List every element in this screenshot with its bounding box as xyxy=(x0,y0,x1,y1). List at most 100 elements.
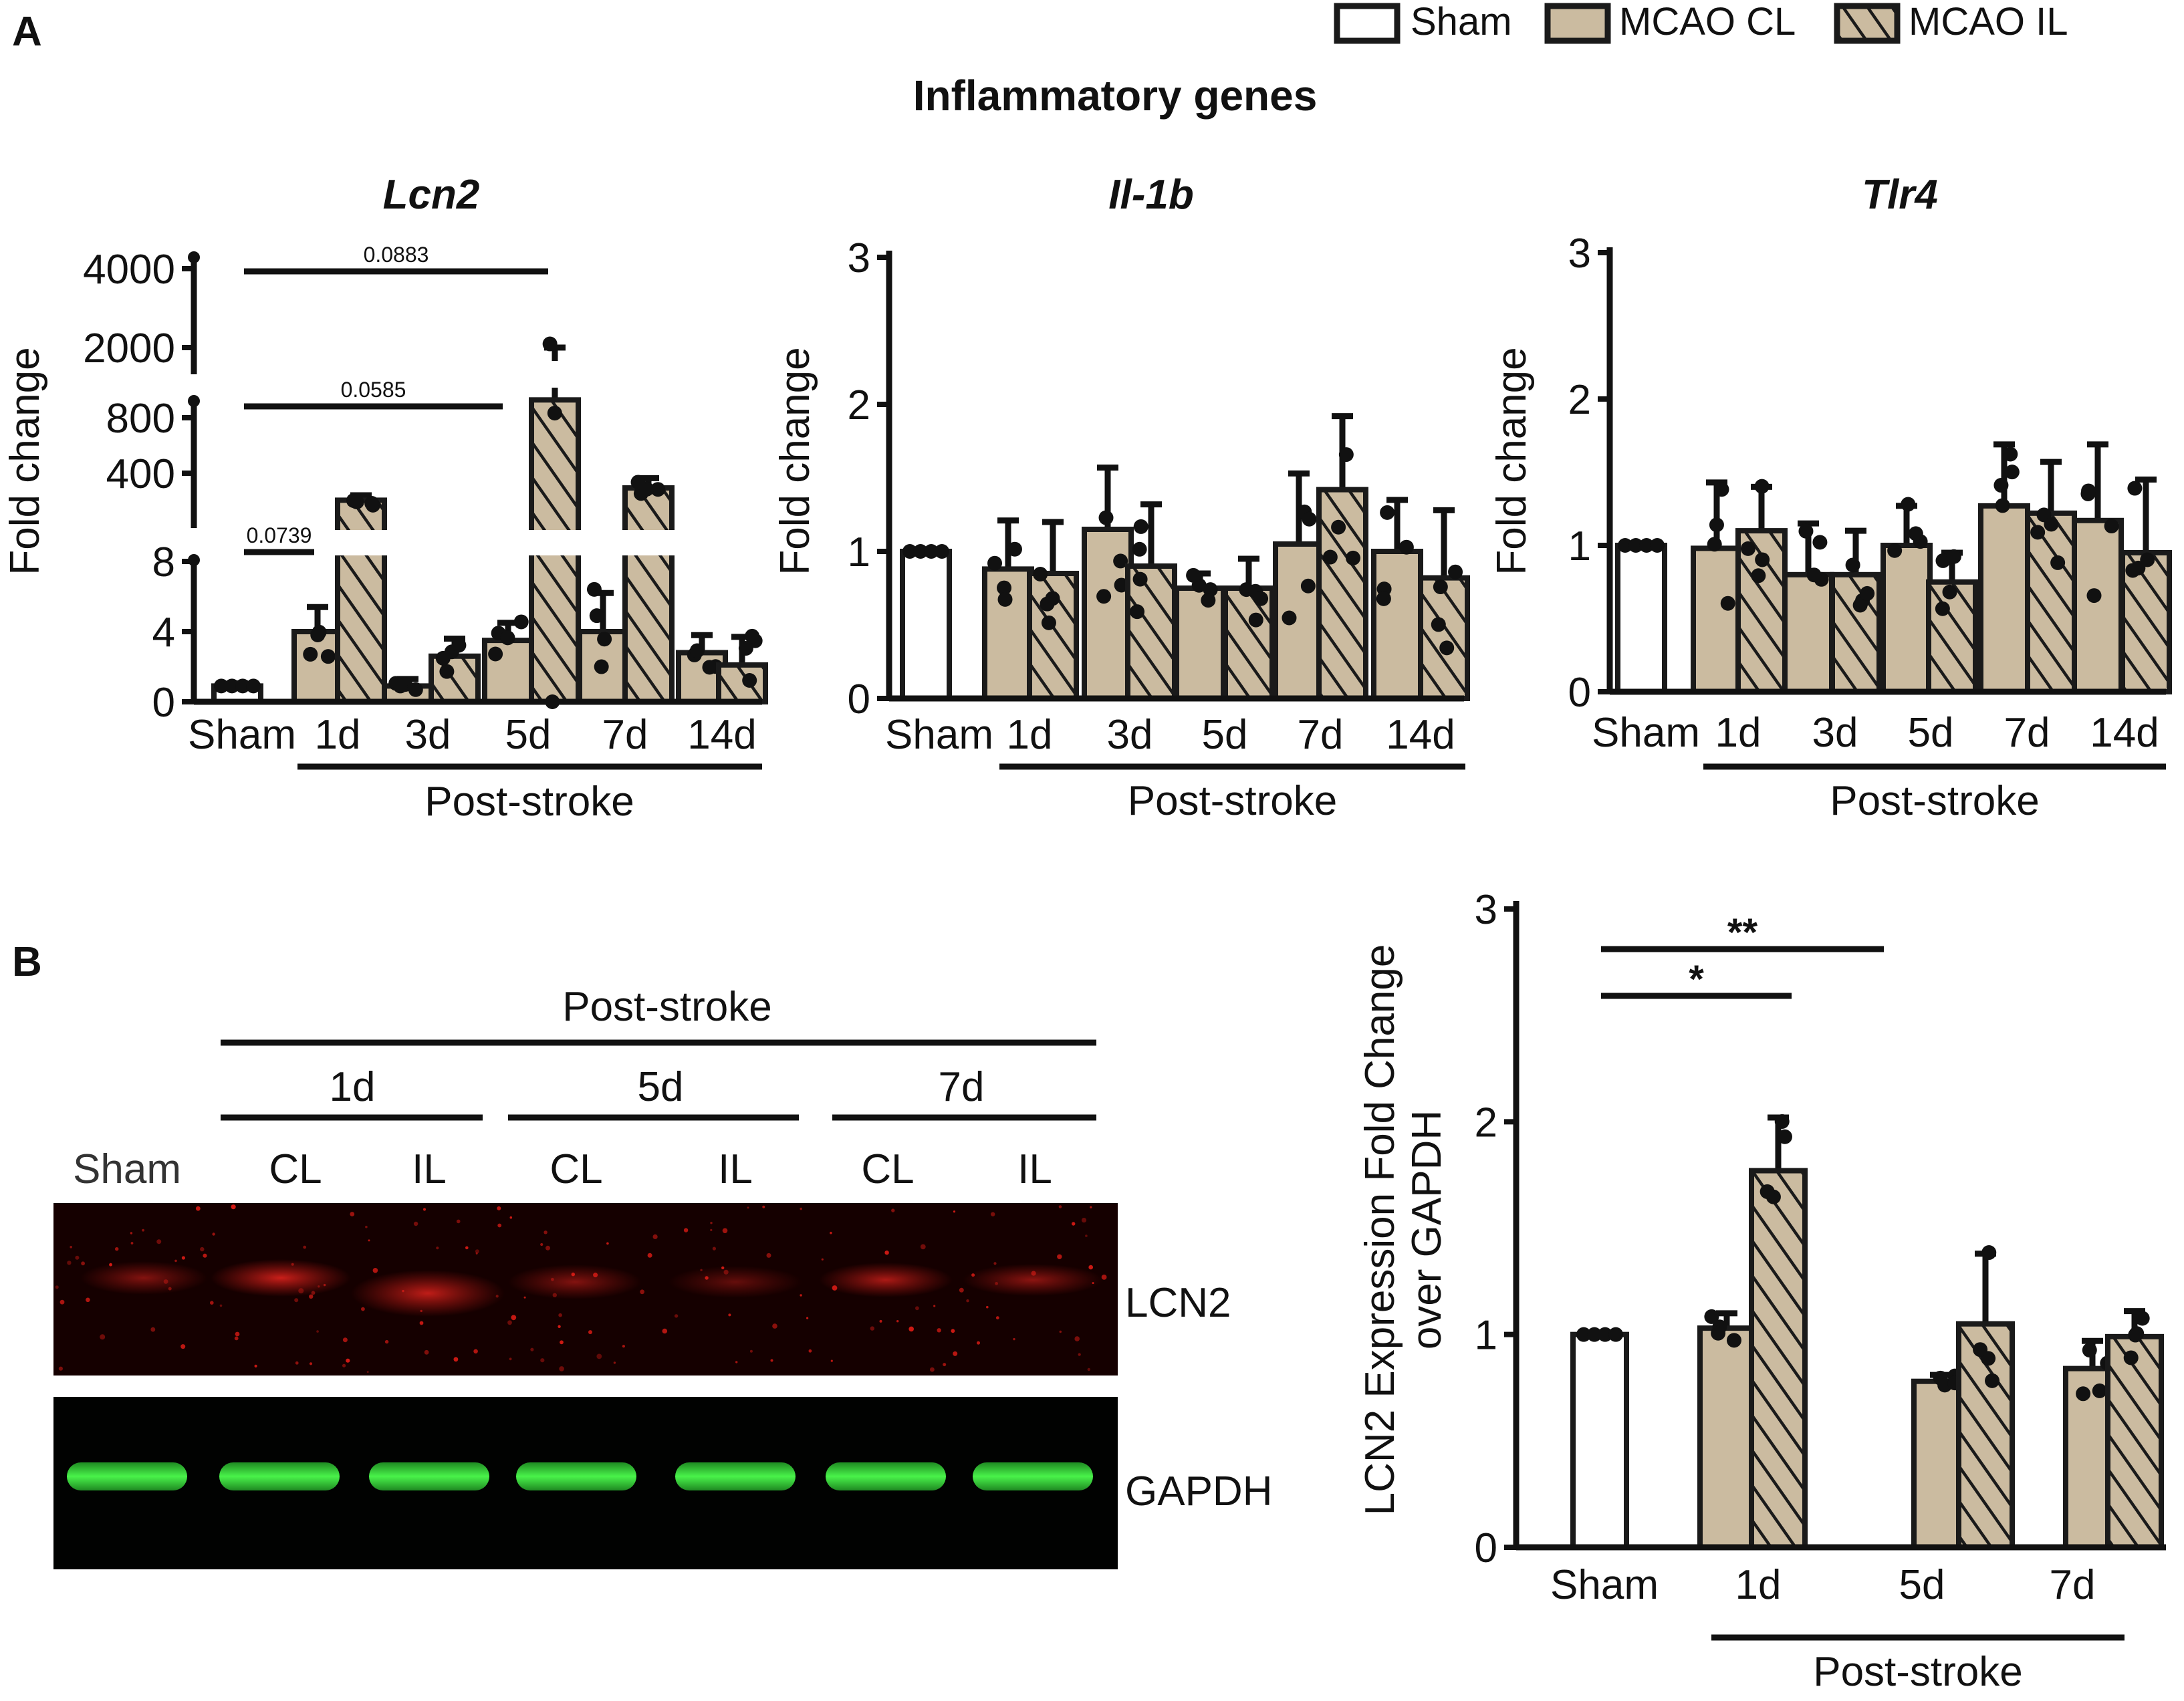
data-point xyxy=(1033,567,1048,582)
data-point xyxy=(1806,567,1822,583)
data-point xyxy=(2044,517,2059,532)
data-point xyxy=(392,678,408,694)
data-point xyxy=(1935,601,1950,616)
x-tick-label: Sham xyxy=(188,712,296,758)
blot-speckle xyxy=(70,1246,72,1249)
data-point xyxy=(742,673,757,688)
x-tick-label: 7d xyxy=(1298,712,1344,758)
data-point xyxy=(924,544,939,559)
data-point xyxy=(214,678,229,694)
blot-speckle xyxy=(747,1206,749,1209)
x-tick-label: 14d xyxy=(687,712,756,758)
data-point xyxy=(702,660,717,675)
blot-speckle xyxy=(303,1245,307,1249)
data-point xyxy=(1755,552,1770,567)
data-point xyxy=(1302,511,1317,527)
blot-speckle xyxy=(884,1251,889,1255)
legend-label-mcao-cl: MCAO CL xyxy=(1619,0,1796,43)
data-point xyxy=(1376,591,1391,606)
blot-speckle xyxy=(772,1323,777,1329)
data-point xyxy=(1704,1309,1719,1324)
bar-mcao-il-7d xyxy=(1316,487,1368,701)
blot-speckle xyxy=(800,1294,802,1297)
blot-lane-labels: Sham CL IL CL IL CL IL xyxy=(73,1146,1052,1192)
legend: Sham MCAO CL MCAO IL xyxy=(1334,0,2068,44)
data-point xyxy=(987,555,1003,571)
blot-speckle xyxy=(384,1339,389,1344)
data-point xyxy=(1754,479,1770,494)
blot-speckle xyxy=(366,1371,369,1373)
data-point xyxy=(2135,1311,2150,1326)
blot-speckle xyxy=(86,1297,90,1303)
data-point xyxy=(1985,1373,2000,1388)
x-tick-label: 14d xyxy=(2090,710,2159,756)
data-point xyxy=(1751,568,1766,583)
data-point xyxy=(633,486,648,501)
blot-speckle xyxy=(930,1367,935,1372)
blot-speckle xyxy=(1078,1353,1081,1356)
blot-speckle xyxy=(613,1361,616,1364)
blot-band-lcn2 xyxy=(351,1270,505,1317)
bar-mcao-il-14d xyxy=(716,662,768,704)
data-point xyxy=(2125,563,2141,578)
blot-speckle xyxy=(231,1204,236,1210)
blot-speckle xyxy=(558,1313,562,1317)
y-tick-label: 3 xyxy=(848,235,870,281)
blot-band-label-lcn2: LCN2 xyxy=(1125,1280,1231,1326)
x-axis-label: Post-stroke xyxy=(1128,778,1338,824)
blot-speckle xyxy=(342,1363,346,1367)
x-tick-label: 1d xyxy=(1735,1562,1782,1608)
blot-speckle xyxy=(966,1299,969,1303)
blot-speckle xyxy=(294,1298,299,1303)
data-point xyxy=(500,630,515,646)
y-tick-label: 1 xyxy=(848,529,870,575)
data-point xyxy=(1282,610,1297,626)
blot-speckle xyxy=(456,1219,461,1224)
blot-speckle xyxy=(203,1253,207,1258)
blot-speckle xyxy=(130,1232,133,1234)
blot-speckle xyxy=(55,1285,59,1289)
data-point xyxy=(1714,482,1729,497)
data-point xyxy=(902,544,917,559)
panel-label-b: B xyxy=(12,939,42,985)
x-tick-label: 3d xyxy=(1107,712,1153,758)
blot-speckle xyxy=(219,1304,223,1307)
data-point xyxy=(1760,1184,1775,1199)
data-point xyxy=(2086,588,2102,604)
bar-mcao-cl-1d xyxy=(982,566,1034,702)
data-point xyxy=(2076,1386,2091,1402)
blot-speckle xyxy=(150,1327,156,1332)
blot-band-gapdh xyxy=(67,1462,187,1490)
blot-speckle xyxy=(346,1358,350,1363)
blot-speckle xyxy=(652,1234,658,1239)
blot-speckle xyxy=(413,1221,418,1226)
blot-speckle xyxy=(156,1239,162,1245)
data-point xyxy=(303,646,318,662)
western-blot: Post-stroke 1d 5d 7d Sham CL IL CL IL CL IL LC… xyxy=(53,984,1272,1569)
blot-speckle xyxy=(453,1357,459,1362)
x-tick-label: Sham xyxy=(885,712,993,758)
blot-speckle xyxy=(497,1223,502,1228)
blot-speckle xyxy=(762,1205,765,1208)
data-point xyxy=(1860,585,1875,601)
data-point xyxy=(2127,481,2143,496)
blot-lane-label: IL xyxy=(412,1146,447,1192)
axis-break-mark xyxy=(188,395,200,407)
y-axis-label: over GAPDH xyxy=(1404,1110,1450,1349)
chart-title: Lcn2 xyxy=(383,172,480,218)
blot-speckle xyxy=(712,1247,716,1251)
blot-speckle xyxy=(1057,1254,1062,1260)
data-point xyxy=(1628,538,1643,553)
blot-speckle xyxy=(234,1336,239,1341)
y-tick-label: 3 xyxy=(1475,887,1497,933)
data-point xyxy=(1650,538,1665,553)
data-point xyxy=(1707,537,1722,552)
blot-speckle xyxy=(509,1357,512,1361)
blot-speckle xyxy=(959,1287,964,1293)
data-point xyxy=(1726,1333,1741,1348)
bar-sham-Sham xyxy=(1570,1331,1629,1550)
data-point xyxy=(1130,604,1145,620)
data-point xyxy=(589,608,604,624)
data-point xyxy=(1774,1114,1790,1129)
data-point xyxy=(310,628,326,643)
